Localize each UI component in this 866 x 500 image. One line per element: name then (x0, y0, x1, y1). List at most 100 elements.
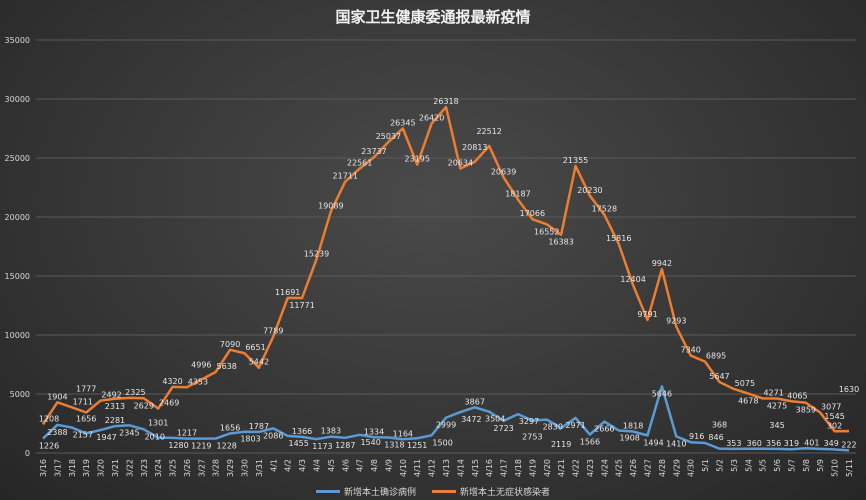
data-label: 3077 (821, 403, 841, 412)
data-label: 17528 (592, 205, 617, 214)
data-label: 1318 (384, 440, 404, 449)
data-label: 302 (827, 421, 842, 430)
x-tick-label: 4/9 (384, 459, 393, 472)
data-label: 26345 (390, 118, 415, 127)
x-tick-label: 3/31 (255, 459, 264, 477)
data-label: 16552 (534, 227, 559, 236)
y-tick-label: 25000 (5, 154, 30, 163)
data-label: 319 (784, 439, 799, 448)
x-tick-label: 5/3 (730, 459, 739, 472)
data-label: 11691 (275, 288, 300, 297)
data-label: 1455 (288, 439, 308, 448)
x-tick-label: 4/17 (500, 459, 509, 477)
data-label: 1228 (217, 442, 237, 451)
x-tick-label: 4/12 (428, 459, 437, 477)
data-label: 2999 (436, 421, 456, 430)
legend: 新增本土确诊病例 新增本土无症状感染者 (0, 485, 866, 498)
y-tick-label: 10000 (5, 331, 30, 340)
x-tick-label: 4/3 (298, 459, 307, 472)
x-tick-label: 4/15 (471, 459, 480, 477)
x-tick-label: 4/5 (327, 459, 336, 472)
chart-title: 国家卫生健康委通报最新疫情 (335, 8, 531, 26)
data-label: 1208 (39, 414, 59, 423)
x-tick-label: 4/19 (528, 459, 537, 477)
x-tick-label: 4/22 (572, 459, 581, 477)
x-tick-label: 4/21 (557, 459, 566, 477)
x-tick-label: 5/9 (816, 459, 825, 472)
x-tick-label: 4/13 (442, 459, 451, 477)
data-label: 2492 (101, 391, 121, 400)
x-tick-label: 3/29 (226, 459, 235, 477)
data-label: 2281 (105, 416, 125, 425)
data-label: 2119 (551, 440, 571, 449)
legend-item-asymptomatic: 新增本土无症状感染者 (432, 485, 550, 498)
x-tick-label: 4/18 (514, 459, 523, 477)
data-label: 2086 (263, 431, 283, 440)
data-label: 1334 (364, 427, 384, 436)
x-tick-label: 4/29 (672, 459, 681, 477)
data-label: 349 (824, 439, 839, 448)
data-label: 7340 (680, 346, 700, 355)
data-label: 22512 (476, 127, 501, 136)
x-tick-label: 4/24 (600, 459, 609, 477)
data-label: 15816 (606, 234, 631, 243)
data-label: 7090 (220, 340, 240, 349)
data-label: 3297 (519, 417, 539, 426)
data-label: 1540 (360, 438, 380, 447)
data-label: 1287 (335, 441, 355, 450)
data-label: 1500 (432, 438, 452, 447)
data-label: 1383 (321, 427, 341, 436)
data-label: 23737 (361, 147, 386, 156)
data-label: 3859 (796, 406, 816, 415)
data-label: 4678 (738, 397, 758, 406)
data-label: 1173 (312, 442, 332, 451)
data-label: 12404 (620, 275, 645, 284)
data-label: 11771 (289, 301, 314, 310)
grid: 0 5000 10000 15000 20000 25000 30000 35000 3/16 3… (5, 36, 856, 477)
x-tick-label: 4/8 (370, 459, 379, 472)
data-label: 2345 (119, 428, 139, 437)
data-label: 1656 (220, 423, 240, 432)
data-label: 17066 (520, 209, 545, 218)
data-label: 353 (726, 439, 741, 448)
data-label: 2629 (134, 401, 154, 410)
x-tick-label: 3/24 (154, 459, 163, 477)
y-tick-label: 0 (25, 449, 30, 458)
data-label: 1545 (824, 412, 844, 421)
data-label: 846 (708, 433, 723, 442)
data-label: 5442 (249, 358, 269, 367)
x-tick-label: 3/20 (97, 459, 106, 477)
y-tick-label: 35000 (5, 36, 30, 45)
y-tick-label: 20000 (5, 213, 30, 222)
data-label: 1803 (240, 435, 260, 444)
data-label: 1656 (76, 414, 96, 423)
data-label: 2010 (145, 432, 165, 441)
x-tick-label: 4/16 (485, 459, 494, 477)
data-label: 4353 (188, 377, 208, 386)
data-label: 1711 (73, 397, 93, 406)
data-label: 26420 (419, 114, 444, 123)
x-tick-label: 5/1 (701, 459, 710, 472)
data-label: 1219 (191, 442, 211, 451)
x-tick-label: 3/26 (183, 459, 192, 477)
data-label: 21711 (333, 172, 358, 181)
data-label: 16383 (548, 238, 573, 247)
data-label: 19089 (318, 201, 343, 210)
data-label: 25037 (376, 132, 401, 141)
data-label: 4065 (787, 391, 807, 400)
x-tick-label: 4/27 (644, 459, 653, 477)
x-tick-label: 4/7 (356, 459, 365, 472)
data-label: 1787 (249, 422, 269, 431)
x-tick-label: 3/30 (241, 459, 250, 477)
x-tick-label: 3/25 (169, 459, 178, 477)
data-label: 4320 (162, 377, 182, 386)
data-label: 5075 (735, 379, 755, 388)
x-tick-label: 4/1 (269, 459, 278, 472)
x-tick-label: 4/4 (312, 459, 321, 472)
x-tick-label: 5/2 (715, 459, 724, 472)
data-label: 4275 (767, 401, 787, 410)
data-label: 9791 (637, 310, 657, 319)
data-label: 3472 (461, 415, 481, 424)
x-tick-label: 5/7 (787, 459, 796, 472)
